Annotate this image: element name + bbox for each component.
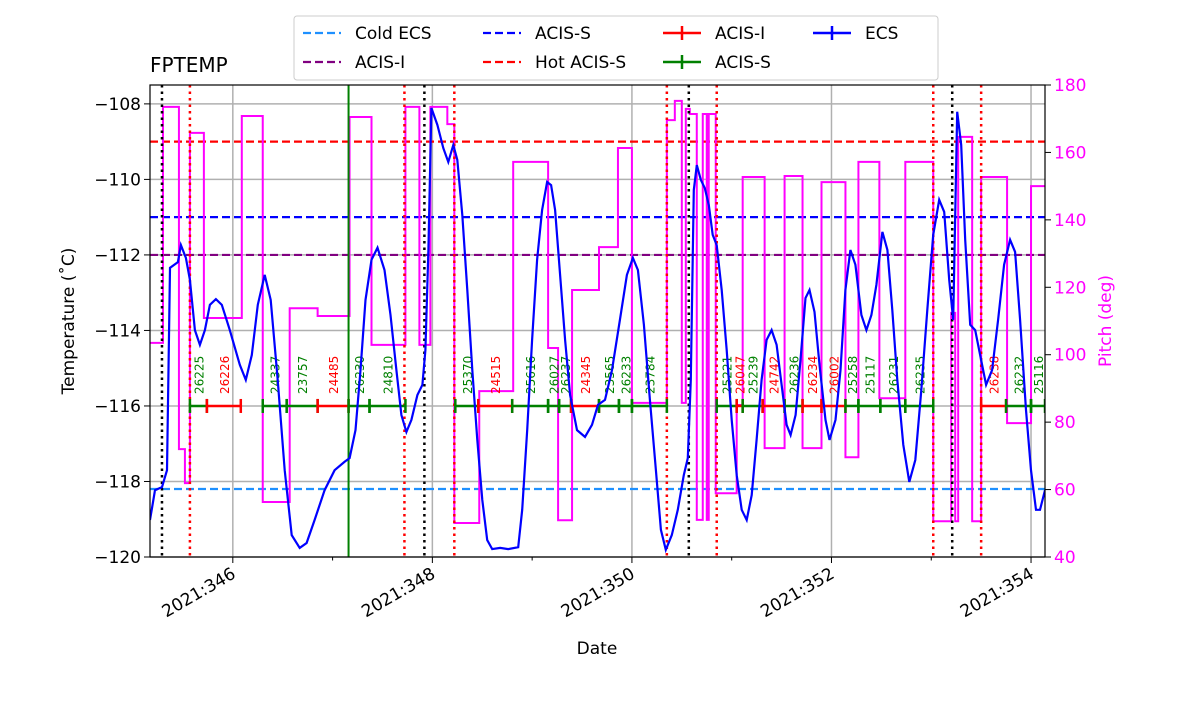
obsid-label: 26235: [913, 356, 927, 394]
x-tick-label: 2021:348: [358, 564, 439, 622]
obsid-label: 26233: [619, 356, 633, 394]
y-axis-label: Temperature (˚C): [58, 248, 79, 396]
obsid-label: 24337: [269, 356, 283, 394]
obsid-label: 26238: [988, 356, 1002, 394]
y2-tick-label: 60: [1054, 481, 1076, 501]
obsid-label: 25239: [747, 356, 761, 394]
y2-tick-label: 160: [1054, 143, 1086, 163]
x-tick-label: 2021:346: [159, 564, 240, 622]
y-tick-label: −112: [94, 246, 141, 266]
legend-label: ECS: [865, 24, 898, 44]
plot-frame: [149, 84, 1046, 558]
obsid-label: 25117: [863, 356, 877, 394]
obsid-label: 24515: [489, 356, 503, 394]
legend-label: ACIS-S: [535, 24, 591, 44]
y2-tick-label: 140: [1054, 211, 1086, 231]
y2-tick-label: 100: [1054, 346, 1086, 366]
ecs-temperature-line: [150, 107, 1045, 554]
axes: 2021:346 2021:348 2021:350 2021:352 2021:354…: [94, 76, 1086, 622]
x-tick-label: 2021:352: [757, 564, 838, 622]
y-tick-label: −116: [94, 397, 141, 417]
legend-label: ACIS-S: [715, 53, 771, 73]
y2-tick-label: 80: [1054, 413, 1076, 433]
obsid-label: 23757: [296, 356, 310, 394]
grid: [150, 85, 1045, 558]
obsid-label: 26027: [548, 356, 562, 394]
x-tick-label: 2021:354: [957, 564, 1038, 622]
legend-label: ACIS-I: [715, 24, 765, 44]
y2-axis-label: Pitch (deg): [1096, 275, 1116, 367]
y-tick-label: −118: [94, 472, 141, 492]
x-axis-label: Date: [577, 639, 618, 659]
obsid-label: 26225: [192, 356, 206, 394]
legend-label: Cold ECS: [355, 24, 432, 44]
y2-tick-label: 40: [1054, 548, 1076, 568]
obsid-label: 26047: [734, 356, 748, 394]
y-tick-label: −110: [94, 170, 141, 190]
plot-area: 26225 26226 24337 23757 24485 26230 24810 25370…: [150, 85, 1046, 557]
y-tick-label: −108: [94, 95, 141, 115]
legend: Cold ECS ACIS-I ACIS-S Hot ACIS-S ACIS-I ACIS…: [293, 15, 939, 81]
chart-title: FPTEMP: [150, 53, 228, 77]
pitch-line: [150, 99, 1045, 524]
legend-label: ACIS-I: [355, 53, 405, 73]
obsid-label: 25258: [846, 356, 860, 394]
y2-tick-label: 180: [1054, 76, 1086, 96]
obsid-label: 26234: [806, 356, 820, 394]
obsid-label: 24345: [579, 356, 593, 394]
obsid-label: 26226: [218, 356, 232, 394]
obsid-label: 24485: [327, 356, 341, 394]
legend-box: [293, 15, 939, 81]
x-tick-label: 2021:350: [558, 564, 639, 622]
legend-label: Hot ACIS-S: [535, 53, 626, 73]
obsid-label: 24810: [381, 356, 395, 394]
obsid-label: 25116: [1032, 356, 1046, 394]
y-tick-label: −114: [94, 321, 141, 341]
y2-tick-label: 120: [1054, 278, 1086, 298]
y-tick-label: −120: [94, 548, 141, 568]
obsid-label: 23784: [643, 356, 657, 394]
